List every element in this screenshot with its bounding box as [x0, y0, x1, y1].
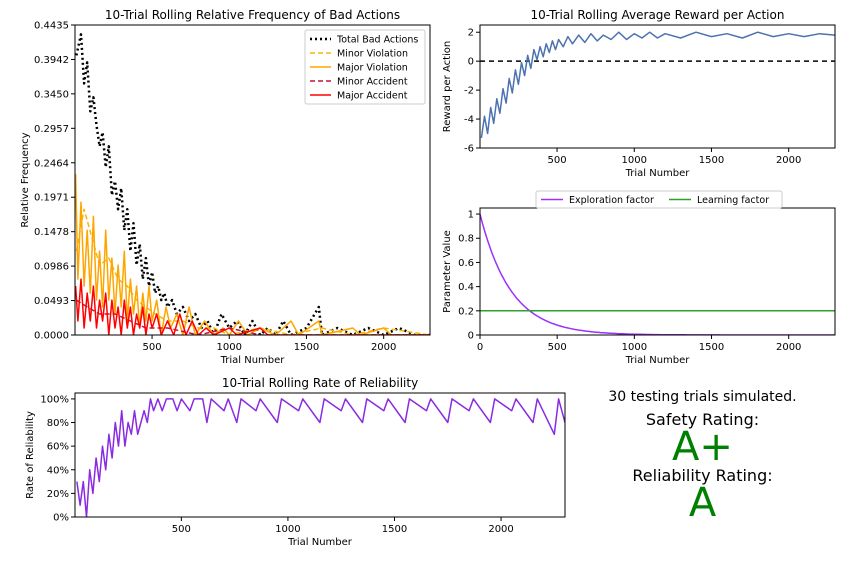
reliability-y-tick-label: 40% [47, 465, 69, 476]
reward-chart: 10-Trial Rolling Average Reward per Acti… [442, 8, 836, 179]
reward-x-tick-label: 2000 [776, 155, 801, 166]
reliability-x-tick-label: 2000 [488, 524, 513, 535]
parameters-x-tick-label: 0 [477, 342, 483, 353]
bad_actions-legend-label: Minor Accident [337, 77, 408, 88]
bad_actions-legend-label: Total Bad Actions [336, 35, 418, 46]
reliability-axes-frame [74, 392, 566, 518]
parameters-y-tick-label: 0.2 [458, 306, 474, 317]
parameters-x-tick-label: 1500 [699, 342, 724, 353]
safety-rating-value: A+ [672, 424, 733, 470]
bad_actions-x-axis-label: Trial Number [220, 355, 286, 366]
reward-y-tick-label: -4 [464, 115, 474, 126]
bad_actions-y-axis-label: Relative Frequency [20, 132, 31, 227]
bad_actions-legend-label: Minor Violation [337, 49, 408, 60]
bad_actions-legend-label: Major Violation [337, 63, 408, 74]
parameters-x-tick-label: 500 [548, 342, 567, 353]
reward-series-reward [480, 31, 835, 139]
reliability-plot-area [76, 398, 565, 517]
reliability-y-tick-label: 80% [47, 418, 69, 429]
parameters-chart: 0 500 1000 1500 2000 0 0.2 0.4 0.6 0.8 1 Trial Numb… [442, 190, 836, 366]
reliability-rating-label: Reliability Rating: [632, 466, 773, 485]
parameters-plot-area [480, 213, 835, 335]
bad_actions-series-major-accident [75, 278, 430, 335]
parameters-y-tick-label: 0.8 [458, 234, 474, 245]
safety-rating-label: Safety Rating: [645, 410, 760, 429]
reward-x-tick-label: 500 [548, 155, 567, 166]
parameters-legend-label: Exploration factor [569, 195, 654, 206]
bad_actions-y-tick-label: 0.0493 [34, 296, 69, 307]
reliability-x-axis-label: Trial Number [287, 537, 353, 548]
reliability-x-tick-label: 1000 [275, 524, 300, 535]
reward-x-tick-label: 1000 [622, 155, 647, 166]
reward-x-axis-label: Trial Number [625, 168, 691, 179]
parameters-x-axis-label: Trial Number [625, 355, 691, 366]
bad_actions-y-tick-label: 0.2464 [34, 158, 69, 169]
reliability-rating-value: A [688, 480, 717, 526]
bad_actions-axes-frame [74, 24, 431, 336]
parameters-legend: Exploration factor Learning factor [535, 190, 783, 209]
parameters-y-tick-label: 0.4 [458, 282, 474, 293]
bad_actions-y-tick-label: 0.0986 [34, 262, 69, 273]
bad_actions-legend-box [304, 29, 426, 105]
testing-summary: 30 testing trials simulated. Safety Rati… [585, 388, 820, 526]
bad_actions-legend: Total Bad Actions Minor Violation Major Vi… [304, 29, 426, 105]
bad_actions-y-tick-label: 0.0000 [34, 331, 69, 342]
bad_actions-x-tick-label: 1000 [217, 342, 242, 353]
reliability-y-tick-label: 0% [53, 513, 69, 524]
parameters-x-tick-label: 1000 [622, 342, 647, 353]
bad_actions-title: 10-Trial Rolling Relative Frequency of B… [105, 8, 400, 22]
parameters-x-tick-label: 2000 [776, 342, 801, 353]
reliability-y-tick-label: 20% [47, 489, 69, 500]
reward-plot-area [480, 31, 835, 139]
bad_actions-y-tick-label: 0.3942 [34, 55, 69, 66]
parameters-legend-label: Learning factor [697, 195, 769, 206]
reward-y-tick-label: -6 [464, 144, 474, 155]
bad_actions-x-tick-label: 500 [143, 342, 162, 353]
bad_actions-x-tick-label: 2000 [371, 342, 396, 353]
bad_actions-legend-label: Major Accident [337, 91, 408, 102]
reliability-x-tick-label: 500 [172, 524, 191, 535]
parameters-y-axis-label: Parameter Value [442, 230, 453, 313]
reliability-title: 10-Trial Rolling Rate of Reliability [222, 376, 418, 390]
reliability-chart: 10-Trial Rolling Rate of Reliability 500 1… [25, 376, 566, 548]
bad_actions-series-total-bad-actions [75, 33, 430, 335]
parameters-y-tick-label: 0 [468, 331, 474, 342]
parameters-y-tick-label: 0.6 [458, 258, 474, 269]
reward-y-tick-label: -2 [464, 86, 474, 97]
bad_actions-x-tick-label: 1500 [294, 342, 319, 353]
parameters-y-tick-label: 1 [468, 210, 474, 221]
reward-y-axis-label: Reward per Action [442, 41, 453, 133]
bad_actions-y-tick-label: 0.3450 [34, 89, 69, 100]
bad_actions-series-major-violation [75, 174, 430, 335]
bad_actions-plot-area [75, 33, 430, 335]
bad_actions-y-tick-label: 0.4435 [34, 21, 69, 32]
bad_actions-chart: 10-Trial Rolling Relative Frequency of B… [20, 8, 431, 366]
reward-title: 10-Trial Rolling Average Reward per Acti… [531, 8, 785, 22]
reward-y-tick-label: 0 [468, 57, 474, 68]
parameters-series-exploration-factor [480, 213, 835, 335]
reliability-y-tick-label: 60% [47, 442, 69, 453]
bad_actions-y-tick-label: 0.1971 [34, 193, 69, 204]
bad_actions-y-tick-label: 0.2957 [34, 124, 69, 135]
reliability-y-tick-label: 100% [40, 394, 69, 405]
parameters-axes-frame [479, 207, 836, 336]
reliability-x-tick-label: 1500 [382, 524, 407, 535]
reward-x-tick-label: 1500 [699, 155, 724, 166]
reliability-series-reliability [76, 398, 565, 517]
reward-axes-frame [479, 24, 836, 149]
reliability-y-axis-label: Rate of Reliability [25, 411, 36, 499]
reward-y-tick-label: 2 [468, 28, 474, 39]
bad_actions-y-tick-label: 0.1478 [34, 227, 69, 238]
parameters-legend-box [535, 190, 783, 209]
trials-simulated-text: 30 testing trials simulated. [608, 389, 797, 405]
